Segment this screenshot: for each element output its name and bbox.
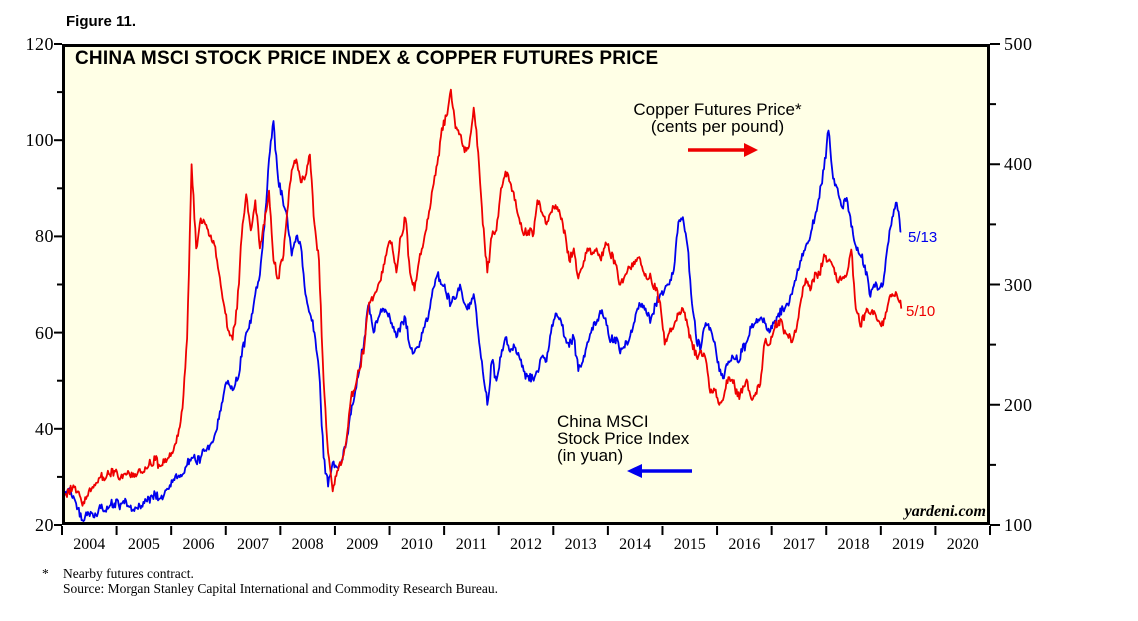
x-axis-year-label: 2013 xyxy=(564,536,597,553)
footnote: * Nearby futures contract. Source: Morgan… xyxy=(42,566,498,596)
x-axis-year-label: 2020 xyxy=(946,536,979,553)
right-axis-tick-label: 300 xyxy=(1004,274,1033,295)
right-axis-tick-label: 500 xyxy=(1004,34,1033,54)
right-axis-tick-label: 100 xyxy=(1004,515,1033,535)
figure-number-label: Figure 11. xyxy=(66,13,137,30)
china-annotation-line2: Stock Price Index xyxy=(557,429,690,448)
right-axis-tick-label: 200 xyxy=(1004,394,1033,415)
footnote-line2: Source: Morgan Stanley Capital Internati… xyxy=(63,581,499,596)
plot-area xyxy=(62,44,990,525)
x-axis-year-label: 2011 xyxy=(455,536,488,553)
footnote-marker: * xyxy=(42,566,49,581)
china-annotation-line3: (in yuan) xyxy=(557,446,624,465)
copper-annotation-line1: Copper Futures Price* xyxy=(633,100,802,119)
x-axis-year-label: 2012 xyxy=(510,536,542,553)
x-axis-year-label: 2019 xyxy=(892,536,925,553)
footnote-line1: Nearby futures contract. xyxy=(63,566,194,581)
x-axis-year-label: 2016 xyxy=(728,536,761,553)
x-axis-year-label: 2014 xyxy=(619,536,652,553)
x-axis-year-label: 2017 xyxy=(782,536,815,553)
copper-line-end-date-label: 5/10 xyxy=(906,303,936,320)
x-axis-year-label: 2015 xyxy=(673,536,706,553)
x-axis-year-label: 2005 xyxy=(127,536,160,553)
china-line-end-date-label: 5/13 xyxy=(908,229,938,246)
x-axis-year-label: 2006 xyxy=(182,536,215,553)
left-axis-tick-label: 100 xyxy=(25,130,54,151)
china-annotation-line1: China MSCI xyxy=(557,412,649,431)
copper-annotation-line2: (cents per pound) xyxy=(650,117,785,136)
x-axis-year-label: 2008 xyxy=(291,536,324,553)
right-axis-tick-label: 400 xyxy=(1004,154,1033,175)
left-axis-tick-label: 20 xyxy=(35,515,54,535)
x-axis-year-label: 2007 xyxy=(237,536,270,553)
left-axis-tick-label: 80 xyxy=(35,226,54,247)
x-axis-year-label: 2004 xyxy=(73,536,106,553)
x-axis-year-label: 2018 xyxy=(837,536,870,553)
left-axis-tick-label: 40 xyxy=(35,418,54,439)
left-axis-tick-label: 60 xyxy=(35,322,54,343)
watermark: yardeni.com xyxy=(904,503,986,520)
chart-title: CHINA MSCI STOCK PRICE INDEX & COPPER FU… xyxy=(75,48,659,69)
china-series-annotation: China MSCI Stock Price Index (in yuan) xyxy=(557,413,689,464)
x-axis-year-label: 2009 xyxy=(346,536,379,553)
left-axis-tick-label: 120 xyxy=(25,34,54,54)
x-axis-year-label: 2010 xyxy=(400,536,433,553)
copper-series-annotation: Copper Futures Price* (cents per pound) xyxy=(600,101,835,135)
